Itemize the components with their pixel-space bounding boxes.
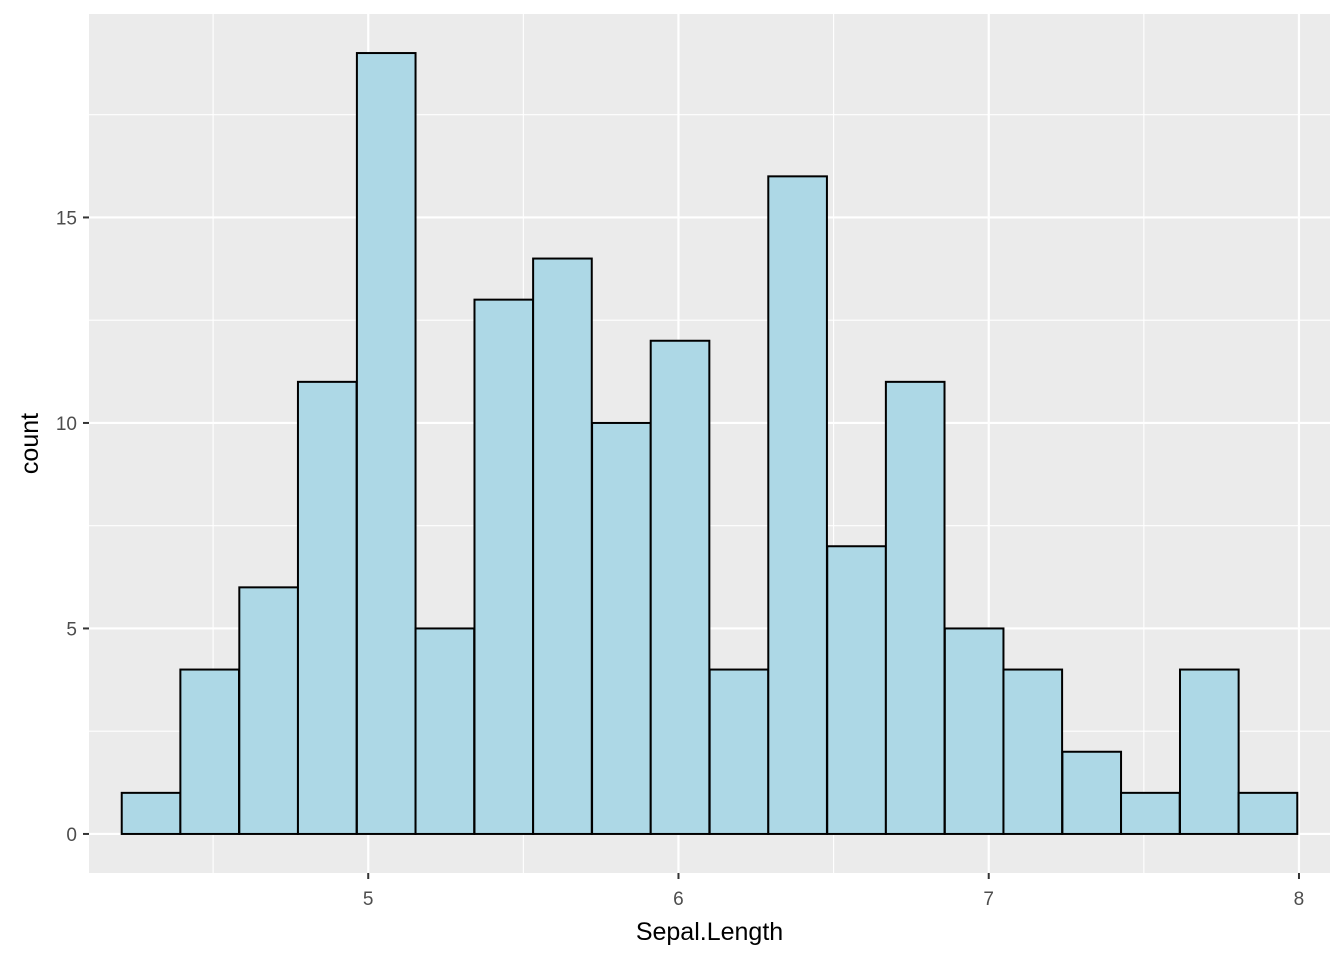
histogram-bar [1178, 668, 1240, 835]
histogram-bar [120, 791, 182, 835]
histogram-bar [179, 668, 241, 835]
y-tick-label: 15 [56, 208, 77, 229]
y-tick-label: 0 [66, 825, 77, 846]
histogram-bar [355, 52, 417, 835]
histogram-bar [238, 586, 299, 835]
histogram-bar [591, 421, 652, 835]
x-tick-label: 6 [673, 889, 684, 910]
histogram-bar [943, 627, 1005, 835]
histogram-bar [1002, 668, 1064, 835]
histogram-bar [1061, 750, 1123, 835]
y-axis: 0 5 10 15 [56, 208, 89, 846]
y-tick-label: 5 [66, 619, 77, 640]
x-axis: 5 6 7 8 [363, 873, 1304, 910]
histogram-bar [884, 380, 946, 835]
histogram-bar [1237, 791, 1299, 835]
histogram-bar [649, 339, 711, 835]
histogram-bar [414, 627, 476, 835]
histogram-bar [767, 175, 828, 835]
y-tick-label: 10 [56, 414, 77, 435]
histogram-bar [532, 257, 593, 835]
x-axis-title: Sepal.Length [636, 918, 783, 946]
histogram-bar [296, 380, 358, 835]
histogram-bar [826, 545, 887, 835]
histogram-bar [473, 298, 535, 835]
histogram-bar [708, 668, 770, 835]
x-tick-label: 8 [1294, 889, 1305, 910]
x-tick-label: 5 [363, 889, 374, 910]
x-tick-label: 7 [983, 889, 994, 910]
histogram-bars [120, 52, 1299, 835]
y-axis-title: count [16, 413, 44, 474]
histogram-bar [1120, 791, 1181, 835]
